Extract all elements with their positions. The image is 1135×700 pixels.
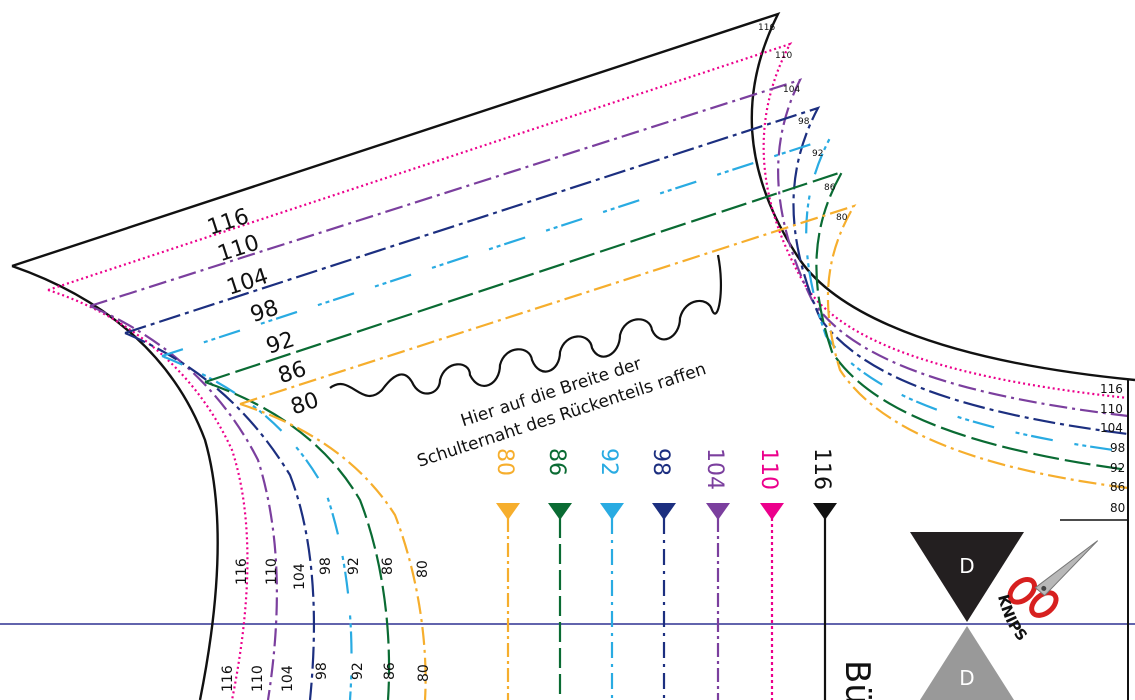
right-label-110: 110 (1100, 402, 1123, 416)
size-label-104-lu: 104 (292, 563, 308, 590)
right-label-116: 116 (1100, 382, 1123, 396)
scissors-icon (1007, 540, 1099, 618)
tip-label-116: 116 (758, 23, 775, 33)
tip-label-104: 104 (783, 85, 800, 95)
size-label-92-lu: 92 (346, 557, 362, 575)
size-label-80-top: 80 (288, 388, 322, 420)
contour-116-top (11, 11, 1135, 382)
grain-arrow-label-86: 86 (544, 448, 569, 476)
line-110-left (47, 288, 249, 700)
size-label-116-ll: 116 (220, 665, 236, 692)
notch-triangle-top (910, 532, 1024, 622)
size-label-92-top: 92 (263, 327, 297, 359)
grain-arrow-label-98: 98 (648, 448, 673, 476)
size-label-104-ll: 104 (280, 665, 296, 692)
grain-arrowhead-92 (600, 503, 624, 520)
grain-arrowhead-104 (706, 503, 730, 520)
left-curve-labels-upper: 116 110 104 98 92 86 80 (234, 557, 431, 590)
line-92-left (161, 354, 353, 700)
tip-label-92: 92 (812, 149, 823, 159)
grain-arrow-label-92: 92 (596, 448, 621, 476)
grain-arrowhead-86 (548, 503, 572, 520)
grain-arrowhead-80 (496, 503, 520, 520)
tip-label-110: 110 (775, 51, 792, 61)
size-label-92-ll: 92 (350, 662, 366, 680)
size-label-80-ll: 80 (416, 664, 432, 682)
gather-squiggle (329, 254, 723, 398)
size-label-110-ll: 110 (250, 665, 266, 692)
right-label-98: 98 (1110, 441, 1125, 455)
notch-label-top: D (959, 554, 974, 578)
left-curve-labels-lower: 116 110 104 98 92 86 80 (220, 662, 432, 692)
grain-arrow-label-104: 104 (702, 448, 727, 490)
tip-label-98: 98 (798, 117, 810, 127)
grain-arrow-label-80: 80 (492, 448, 517, 476)
size-label-98-top: 98 (247, 296, 281, 328)
grain-arrowhead-110 (760, 503, 784, 520)
line-104-left (89, 304, 278, 700)
right-label-104: 104 (1100, 421, 1123, 435)
size-label-104-top: 104 (224, 264, 272, 301)
right-label-86: 86 (1110, 480, 1125, 494)
line-80-left (239, 402, 427, 700)
size-label-98-lu: 98 (318, 557, 334, 575)
grain-arrowhead-116 (813, 503, 837, 520)
size-label-116-lu: 116 (234, 558, 250, 585)
grain-arrow-label-116: 116 (809, 448, 834, 490)
grain-arrowhead-98 (652, 503, 676, 520)
size-label-98-ll: 98 (314, 662, 330, 680)
tip-label-86: 86 (824, 183, 836, 193)
right-label-92: 92 (1110, 461, 1125, 475)
grain-line-arrows: 80 86 92 98 104 110 116 (492, 448, 837, 700)
size-label-110-lu: 110 (264, 558, 280, 585)
line-86-left (204, 380, 391, 700)
tip-label-80: 80 (836, 213, 848, 223)
right-label-80: 80 (1110, 501, 1125, 515)
line-98-top (124, 106, 1129, 436)
notch-triangle-bottom (920, 626, 1014, 700)
notch-label-bottom: D (959, 666, 974, 690)
contour-116-left (11, 264, 219, 700)
size-label-86-lu: 86 (380, 557, 396, 575)
line-80-top (239, 204, 1129, 490)
grain-arrow-label-110: 110 (756, 448, 781, 490)
line-98-left (124, 331, 316, 700)
size-label-86-ll: 86 (382, 662, 398, 680)
line-110-top (47, 42, 1129, 400)
partial-title: Bü (837, 660, 877, 700)
size-label-80-lu: 80 (415, 560, 431, 578)
